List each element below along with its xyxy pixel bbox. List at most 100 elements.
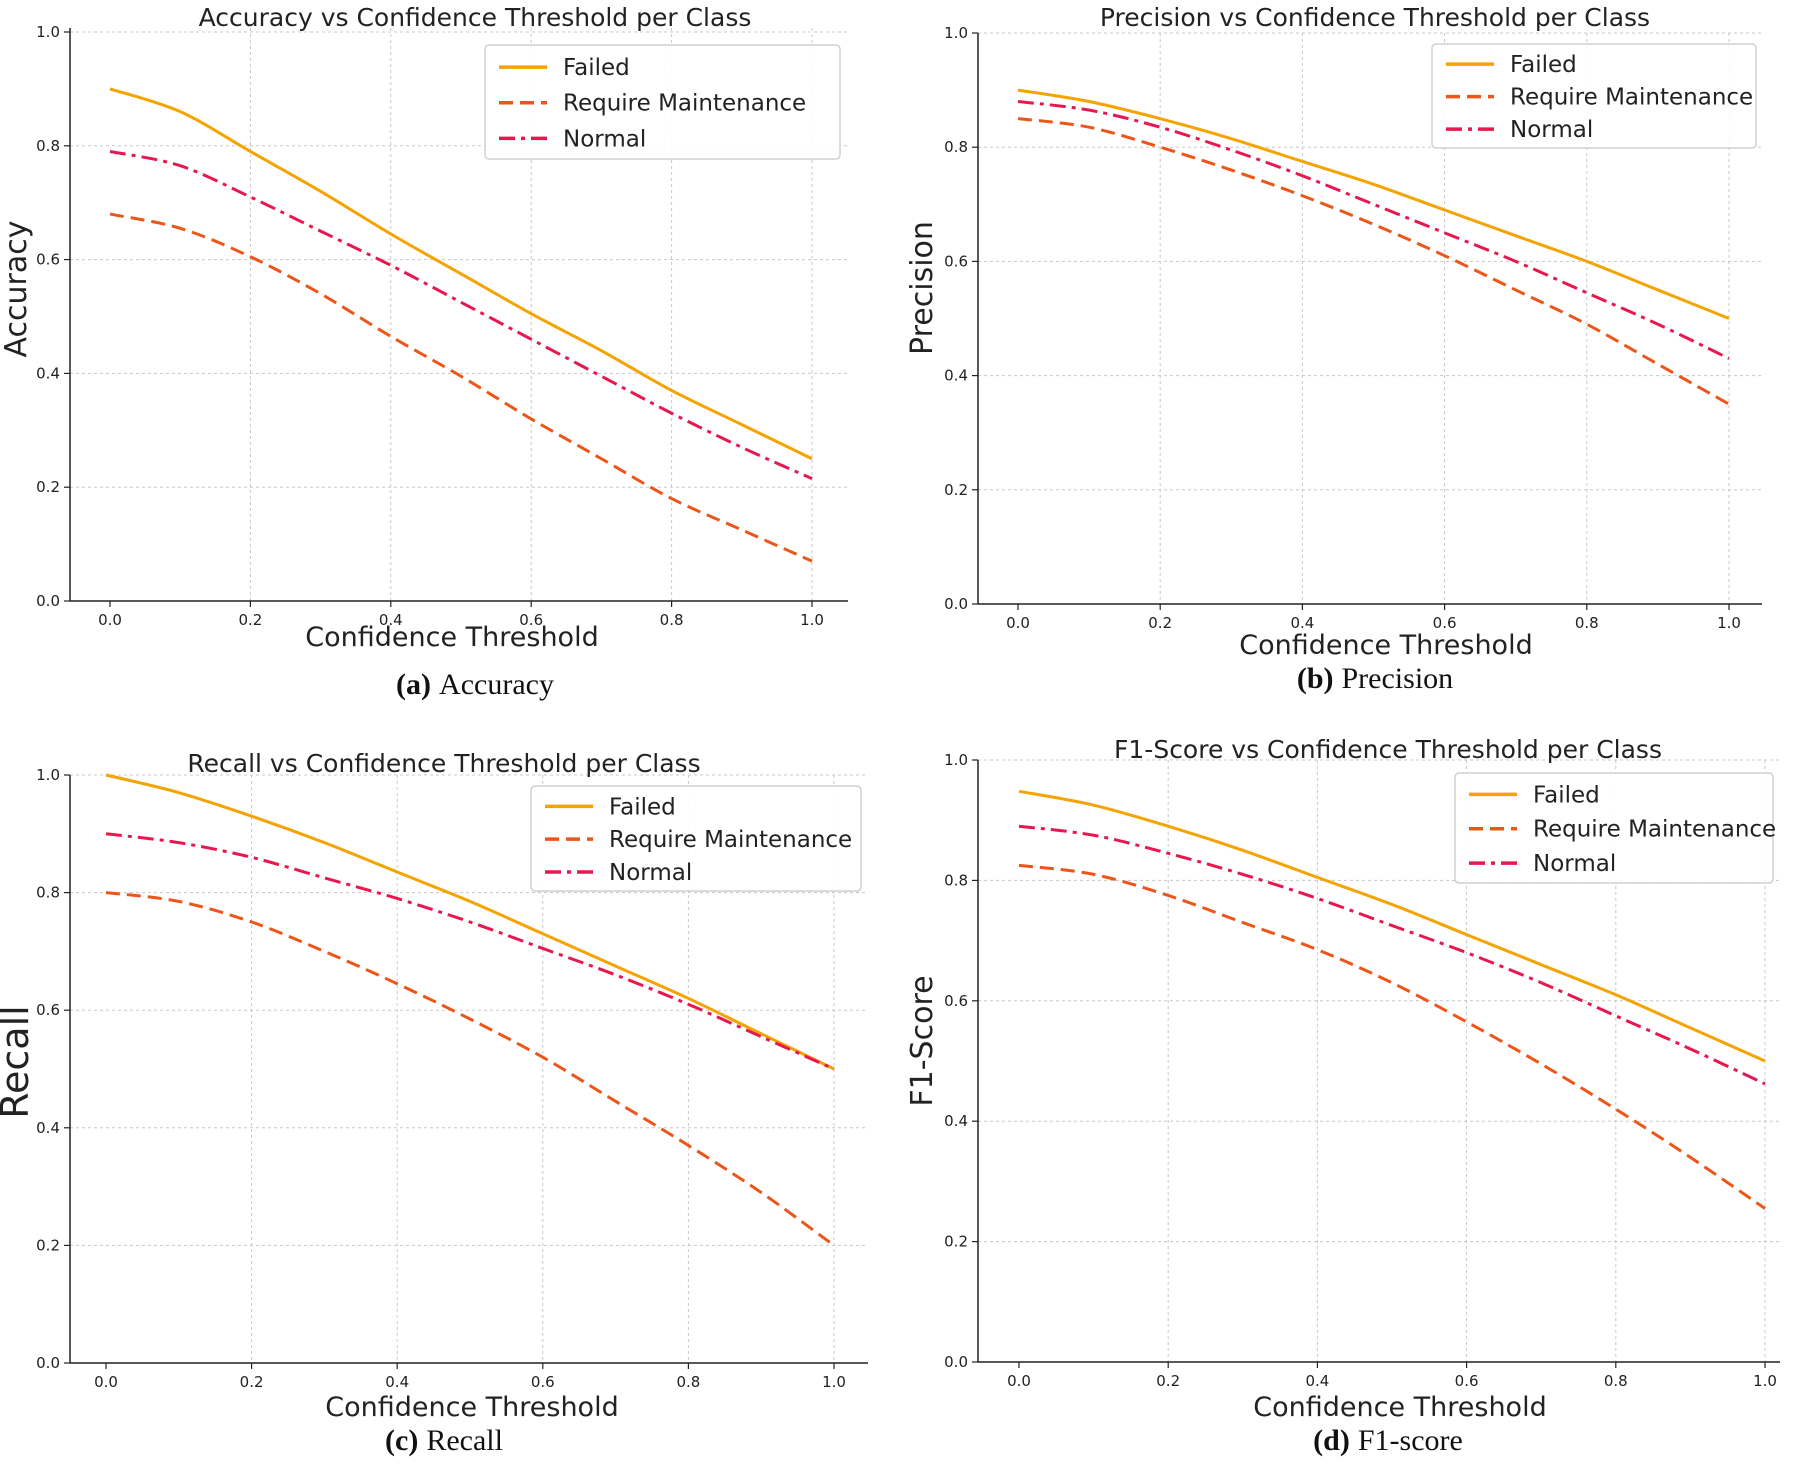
series-line-failed bbox=[105, 773, 835, 1071]
x-tick-label: 0.8 bbox=[660, 611, 684, 629]
y-tick-label: 0.0 bbox=[36, 1354, 60, 1372]
x-tick-label: 1.0 bbox=[822, 1373, 846, 1391]
caption-label: (b) bbox=[1297, 662, 1334, 695]
x-axis-label: Confidence Threshold bbox=[1239, 630, 1532, 661]
chart-panel-1: 0.0 0.2 0.4 0.6 0.8 1.0 0.0 0.2 0.4 0.6 0.8 1.0 Accu… bbox=[0, 3, 848, 701]
y-tick-label: 0.4 bbox=[944, 1112, 968, 1130]
y-tick-label: 0.8 bbox=[36, 884, 60, 902]
legend-label: Normal bbox=[609, 860, 692, 886]
legend: Failed Require Maintenance Normal bbox=[1454, 772, 1776, 884]
x-tick-label: 0.4 bbox=[1305, 1372, 1329, 1390]
legend-label: Require Maintenance bbox=[1533, 817, 1776, 843]
legend-label: Failed bbox=[1510, 52, 1577, 78]
chart-title: Accuracy vs Confidence Threshold per Cla… bbox=[199, 3, 752, 32]
caption-label: (d) bbox=[1313, 1424, 1350, 1457]
y-tick-label: 0.4 bbox=[36, 1119, 60, 1137]
chart-panel-2: 0.0 0.2 0.4 0.6 0.8 1.0 0.0 0.2 0.4 0.6 0.8 1.0 Prec… bbox=[905, 3, 1762, 695]
y-tick-label: 1.0 bbox=[36, 23, 60, 41]
legend: Failed Require Maintenance Normal bbox=[484, 44, 841, 160]
series-line-failed bbox=[1018, 789, 1766, 1063]
figure-caption: (b) Precision bbox=[1297, 662, 1453, 695]
legend-label: Require Maintenance bbox=[609, 827, 852, 853]
y-tick-label: 1.0 bbox=[36, 766, 60, 784]
legend-label: Failed bbox=[1533, 782, 1600, 808]
x-tick-label: 0.0 bbox=[1007, 1372, 1031, 1390]
series-line-normal bbox=[105, 832, 835, 1071]
legend-label: Normal bbox=[1510, 117, 1593, 143]
x-tick-label: 0.4 bbox=[379, 611, 403, 629]
x-tick-label: 0.6 bbox=[519, 611, 543, 629]
y-tick-label: 0.8 bbox=[944, 138, 968, 156]
x-tick-label: 0.4 bbox=[385, 1373, 409, 1391]
legend-box bbox=[1454, 772, 1774, 884]
series-line-require-maintenance bbox=[109, 212, 813, 563]
legend-label: Failed bbox=[609, 794, 676, 820]
chart-panel-3: 0.0 0.2 0.4 0.6 0.8 1.0 0.0 0.2 0.4 0.6 0.8 1.0 Reca… bbox=[0, 749, 868, 1457]
caption-text: Precision bbox=[1342, 662, 1454, 695]
chart-panel-4: 0.0 0.2 0.4 0.6 0.8 1.0 0.0 0.2 0.4 0.6 0.8 1.0 F1-S… bbox=[905, 735, 1780, 1457]
x-tick-label: 0.6 bbox=[1455, 1372, 1479, 1390]
legend: Failed Require Maintenance Normal bbox=[530, 785, 862, 892]
y-tick-label: 0.8 bbox=[36, 137, 60, 155]
y-tick-label: 0.4 bbox=[944, 367, 968, 385]
x-axis-label: Confidence Threshold bbox=[325, 1392, 618, 1423]
x-tick-label: 0.2 bbox=[1148, 614, 1172, 632]
x-tick-label: 0.0 bbox=[98, 611, 122, 629]
x-tick-label: 0.6 bbox=[1433, 614, 1457, 632]
y-tick-label: 0.2 bbox=[36, 478, 60, 496]
x-tick-label: 0.2 bbox=[240, 1373, 264, 1391]
x-tick-label: 0.4 bbox=[1290, 614, 1314, 632]
figure-caption: (a) Accuracy bbox=[396, 668, 554, 701]
legend: Failed Require Maintenance Normal bbox=[1431, 43, 1757, 149]
x-tick-label: 0.0 bbox=[1006, 614, 1030, 632]
legend-label: Normal bbox=[563, 126, 646, 152]
caption-label: (c) bbox=[385, 1424, 418, 1457]
series-line-require-maintenance bbox=[105, 891, 835, 1247]
chart-title: F1-Score vs Confidence Threshold per Cla… bbox=[1114, 735, 1662, 764]
caption-label: (a) bbox=[396, 668, 431, 701]
y-tick-label: 0.2 bbox=[36, 1236, 60, 1254]
x-tick-label: 1.0 bbox=[1753, 1372, 1777, 1390]
chart-title: Recall vs Confidence Threshold per Class bbox=[187, 749, 700, 778]
x-tick-label: 0.8 bbox=[1575, 614, 1599, 632]
y-tick-label: 1.0 bbox=[944, 751, 968, 769]
x-tick-label: 1.0 bbox=[1717, 614, 1741, 632]
series-line-require-maintenance bbox=[1017, 117, 1730, 406]
series-line-normal bbox=[1018, 824, 1766, 1086]
chart-title: Precision vs Confidence Threshold per Cl… bbox=[1100, 3, 1650, 32]
legend-label: Normal bbox=[1533, 851, 1616, 877]
y-axis-label: Precision bbox=[905, 221, 940, 355]
y-tick-label: 0.6 bbox=[36, 251, 60, 269]
x-tick-label: 0.6 bbox=[531, 1373, 555, 1391]
legend-box bbox=[1431, 43, 1757, 149]
legend-box bbox=[484, 44, 841, 160]
series-line-require-maintenance bbox=[1018, 863, 1766, 1210]
y-tick-label: 0.2 bbox=[944, 1233, 968, 1251]
series-line-failed bbox=[109, 87, 813, 461]
y-tick-label: 1.0 bbox=[944, 24, 968, 42]
series-line-failed bbox=[1017, 88, 1730, 320]
caption-text: Accuracy bbox=[439, 668, 554, 701]
y-axis-label: Accuracy bbox=[0, 221, 34, 358]
x-tick-label: 0.8 bbox=[676, 1373, 700, 1391]
y-tick-label: 0.6 bbox=[36, 1001, 60, 1019]
legend-label: Require Maintenance bbox=[563, 91, 806, 117]
legend-label: Failed bbox=[563, 55, 630, 81]
legend-box bbox=[530, 785, 862, 892]
x-tick-label: 0.2 bbox=[238, 611, 262, 629]
x-tick-label: 0.2 bbox=[1156, 1372, 1180, 1390]
y-tick-label: 0.6 bbox=[944, 992, 968, 1010]
x-axis-label: Confidence Threshold bbox=[1253, 1392, 1546, 1423]
x-axis-label: Confidence Threshold bbox=[305, 622, 598, 653]
y-tick-label: 0.2 bbox=[944, 481, 968, 499]
y-axis-label: F1-Score bbox=[905, 975, 940, 1106]
figure-caption: (c) Recall bbox=[385, 1424, 503, 1457]
x-tick-label: 0.8 bbox=[1604, 1372, 1628, 1390]
y-tick-label: 0.0 bbox=[36, 592, 60, 610]
figure-caption: (d) F1-score bbox=[1313, 1424, 1463, 1457]
y-tick-label: 0.0 bbox=[944, 595, 968, 613]
caption-text: F1-score bbox=[1358, 1424, 1463, 1457]
x-tick-label: 0.0 bbox=[94, 1373, 118, 1391]
y-axis-label: Recall bbox=[0, 1005, 37, 1118]
